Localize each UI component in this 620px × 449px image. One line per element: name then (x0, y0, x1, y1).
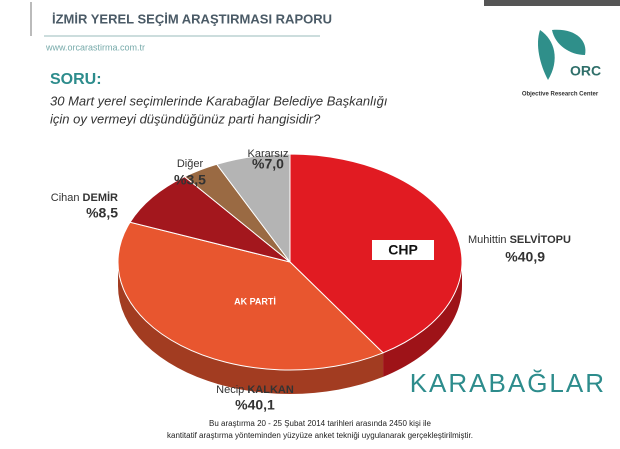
question-line: için oy vermeyi düşündüğünüz parti hangi… (50, 111, 321, 126)
slice-label: Cihan DEMİR (51, 191, 118, 204)
logo-leaf (552, 29, 586, 55)
value-label: %7,0 (252, 156, 284, 172)
header-url: www.orcarastirma.com.tr (45, 42, 145, 52)
value-label: %8,5 (86, 205, 118, 221)
slice-side (118, 262, 384, 394)
value-label: %40,9 (505, 249, 545, 265)
header-bar (30, 2, 32, 36)
slice (215, 153, 291, 264)
question-line: 30 Mart yerel seçimlerinde Karabağlar Be… (50, 93, 388, 108)
value-label: %40,1 (235, 397, 275, 413)
slice (117, 221, 384, 371)
question-label: SORU: (50, 71, 102, 88)
party-mark: CHP (388, 242, 418, 258)
chp-box (372, 240, 434, 260)
slice-side (383, 262, 462, 377)
value-label: %3,5 (174, 172, 206, 188)
district: KARABAĞLAR (410, 368, 606, 398)
slice-label: Necip KALKAN (216, 384, 294, 396)
footer-line: kantitatif araştırma yönteminden yüzyüze… (167, 431, 473, 440)
logo: ORC Objective Research Center (522, 29, 601, 98)
logo-tagline: Objective Research Center (522, 92, 599, 98)
top-band (484, 0, 620, 6)
logo-name: ORC (570, 63, 601, 79)
slice-label: Kararsız (248, 148, 289, 160)
slice-label: Muhittin SELVİTOPU (468, 233, 571, 246)
party-mark: AK PARTİ (234, 296, 276, 306)
footer-line: Bu araştırma 20 - 25 Şubat 2014 tarihler… (209, 419, 431, 428)
logo-leaf (537, 30, 555, 80)
header-title: İZMİR YEREL SEÇİM ARAŞTIRMASI RAPORU (52, 11, 332, 26)
slice (129, 176, 291, 263)
pie (117, 153, 463, 394)
slice-label: Diğer (177, 158, 204, 170)
